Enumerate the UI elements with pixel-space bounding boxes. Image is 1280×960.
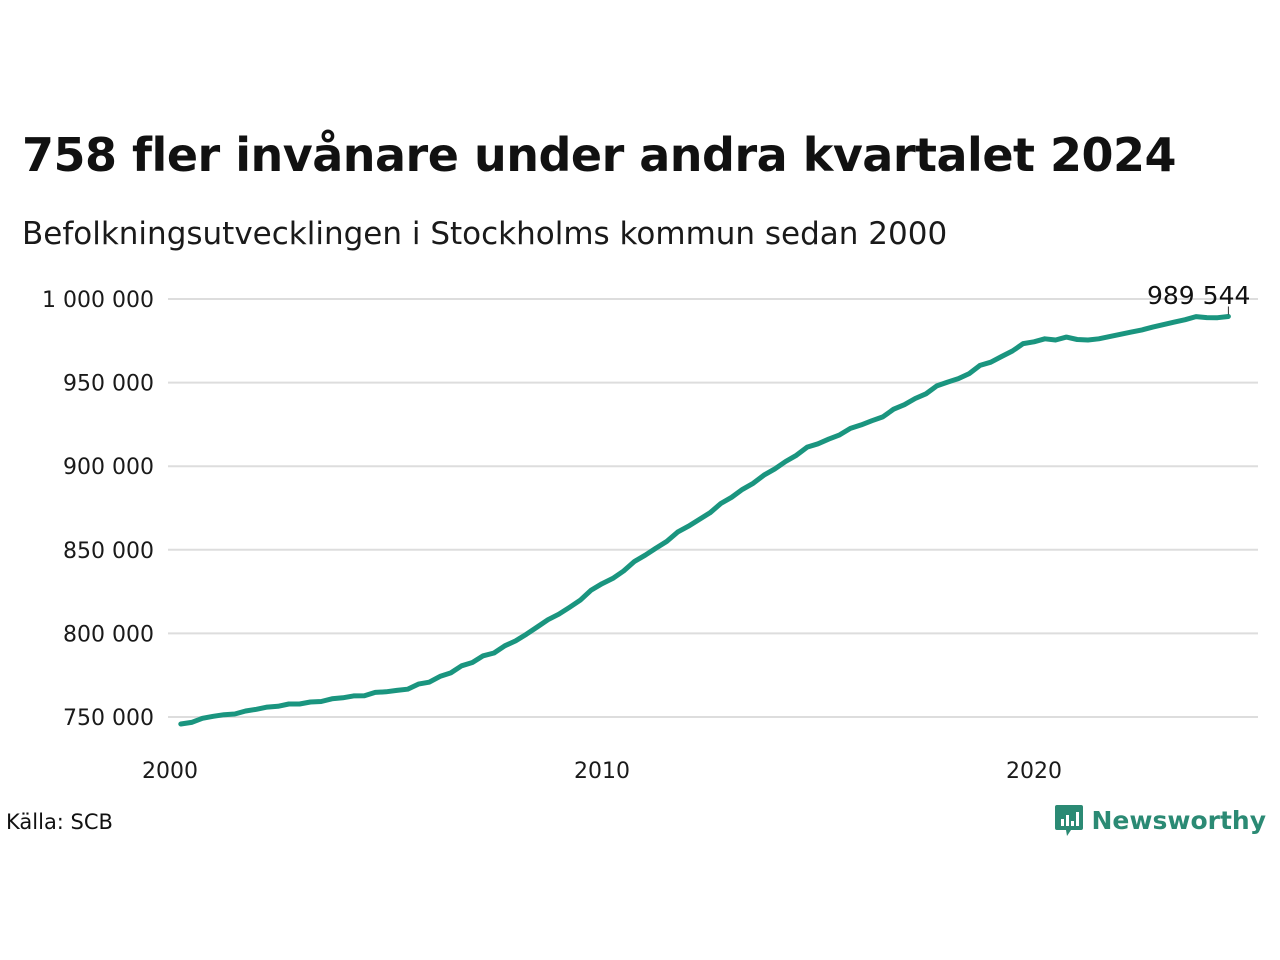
x-tick-label: 2010 <box>574 759 630 784</box>
line-chart: 750 000 800 000 850 000 900 000 950 000 1 000… <box>42 281 1258 784</box>
series-line <box>178 314 1231 727</box>
gridlines <box>168 298 1258 718</box>
y-axis-tick-labels: 750 000 800 000 850 000 900 000 950 000 1 000… <box>42 288 154 731</box>
x-tick-label: 2020 <box>1006 759 1062 784</box>
end-label-layer: 989 544 <box>1147 281 1250 315</box>
source-note: Källa: SCB <box>6 810 113 834</box>
chart-title: 758 fler invånare under andra kvartalet … <box>22 128 1177 182</box>
chart-subtitle: Befolkningsutvecklingen i Stockholms kom… <box>22 216 948 252</box>
y-tick-label: 1 000 000 <box>42 288 154 313</box>
y-tick-label: 900 000 <box>63 455 154 480</box>
x-tick-label: 2000 <box>142 759 198 784</box>
newsworthy-icon <box>1054 805 1083 836</box>
y-tick-label: 750 000 <box>63 706 154 731</box>
y-tick-label: 800 000 <box>63 622 154 647</box>
y-tick-label: 950 000 <box>63 372 154 397</box>
brand-name: Newsworthy <box>1091 805 1267 835</box>
newsworthy-logo: Newsworthy <box>1054 802 1267 838</box>
y-tick-label: 850 000 <box>63 539 154 564</box>
series-layer <box>178 314 1231 727</box>
end-value-label: 989 544 <box>1147 281 1250 310</box>
x-axis-tick-labels: 2000 2010 2020 <box>142 759 1062 784</box>
